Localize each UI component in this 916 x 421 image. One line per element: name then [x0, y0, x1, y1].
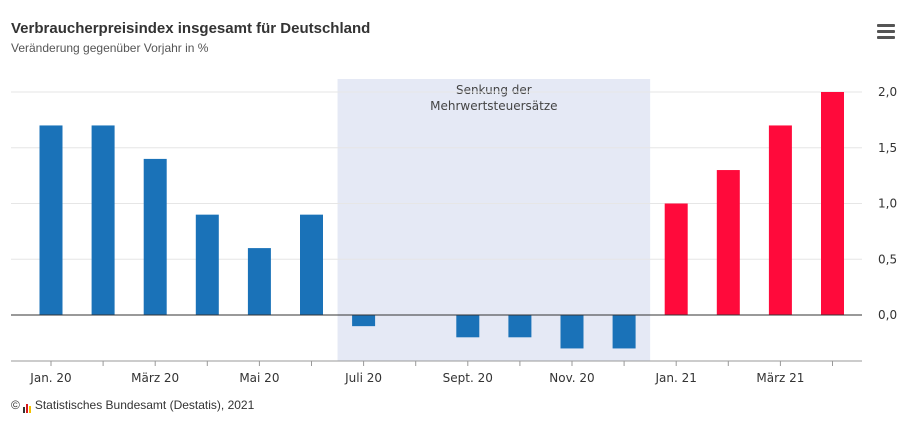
bar-Feb. 21 — [716, 170, 740, 315]
y-tick-label: 1,5 — [878, 141, 897, 155]
y-tick-label: 0,5 — [878, 252, 897, 266]
band-label: Mehrwertsteuersätze — [430, 99, 557, 113]
vat-cut-band — [337, 79, 651, 361]
bar-Mai 20 — [247, 248, 271, 315]
x-tick-label: Sept. 20 — [443, 371, 493, 385]
chart-title: Verbraucherpreisindex insgesamt für Deut… — [11, 20, 371, 37]
hamburger-menu-icon[interactable] — [876, 24, 896, 40]
copyright-symbol: © — [11, 398, 20, 412]
x-tick-label: Mai 20 — [239, 371, 279, 385]
menu-line — [877, 36, 895, 39]
x-tick-label: März 20 — [131, 371, 179, 385]
y-tick-label: 2,0 — [878, 85, 897, 99]
credit-text: Statistisches Bundesamt (Destatis), 2021 — [34, 398, 255, 412]
y-tick-label: 1,0 — [878, 197, 897, 211]
bar-Dez. 20 — [612, 315, 636, 349]
bar-Feb. 20 — [91, 125, 115, 315]
x-tick-label: Jan. 21 — [654, 371, 696, 385]
bar-Juli 20 — [352, 315, 376, 327]
credit-line: © Statistisches Bundesamt (Destatis), 202… — [11, 398, 254, 413]
bar-März 21 — [768, 125, 792, 315]
x-tick-label: Jan. 20 — [29, 371, 71, 385]
menu-line — [877, 30, 895, 33]
menu-line — [877, 24, 895, 27]
bar-Jan. 21 — [664, 203, 688, 315]
x-tick-label: Nov. 20 — [549, 371, 594, 385]
bar-Sept. 20 — [456, 315, 480, 338]
chart-subtitle: Veränderung gegenüber Vorjahr in % — [11, 41, 209, 55]
y-tick-label: 0,0 — [878, 308, 897, 322]
bar-März 20 — [143, 158, 167, 315]
x-tick-label: März 21 — [756, 371, 804, 385]
destatis-logo-icon — [22, 399, 32, 413]
bar-Apr. 20 — [195, 214, 219, 315]
band-label: Senkung der — [456, 83, 532, 97]
bar-Jan. 20 — [39, 125, 63, 315]
bar-Nov. 20 — [560, 315, 584, 349]
bar-Apr. 21 — [821, 92, 844, 315]
x-tick-label: Juli 20 — [344, 371, 382, 385]
bar-Juni 20 — [300, 214, 323, 315]
bar-Okt. 20 — [508, 315, 532, 338]
